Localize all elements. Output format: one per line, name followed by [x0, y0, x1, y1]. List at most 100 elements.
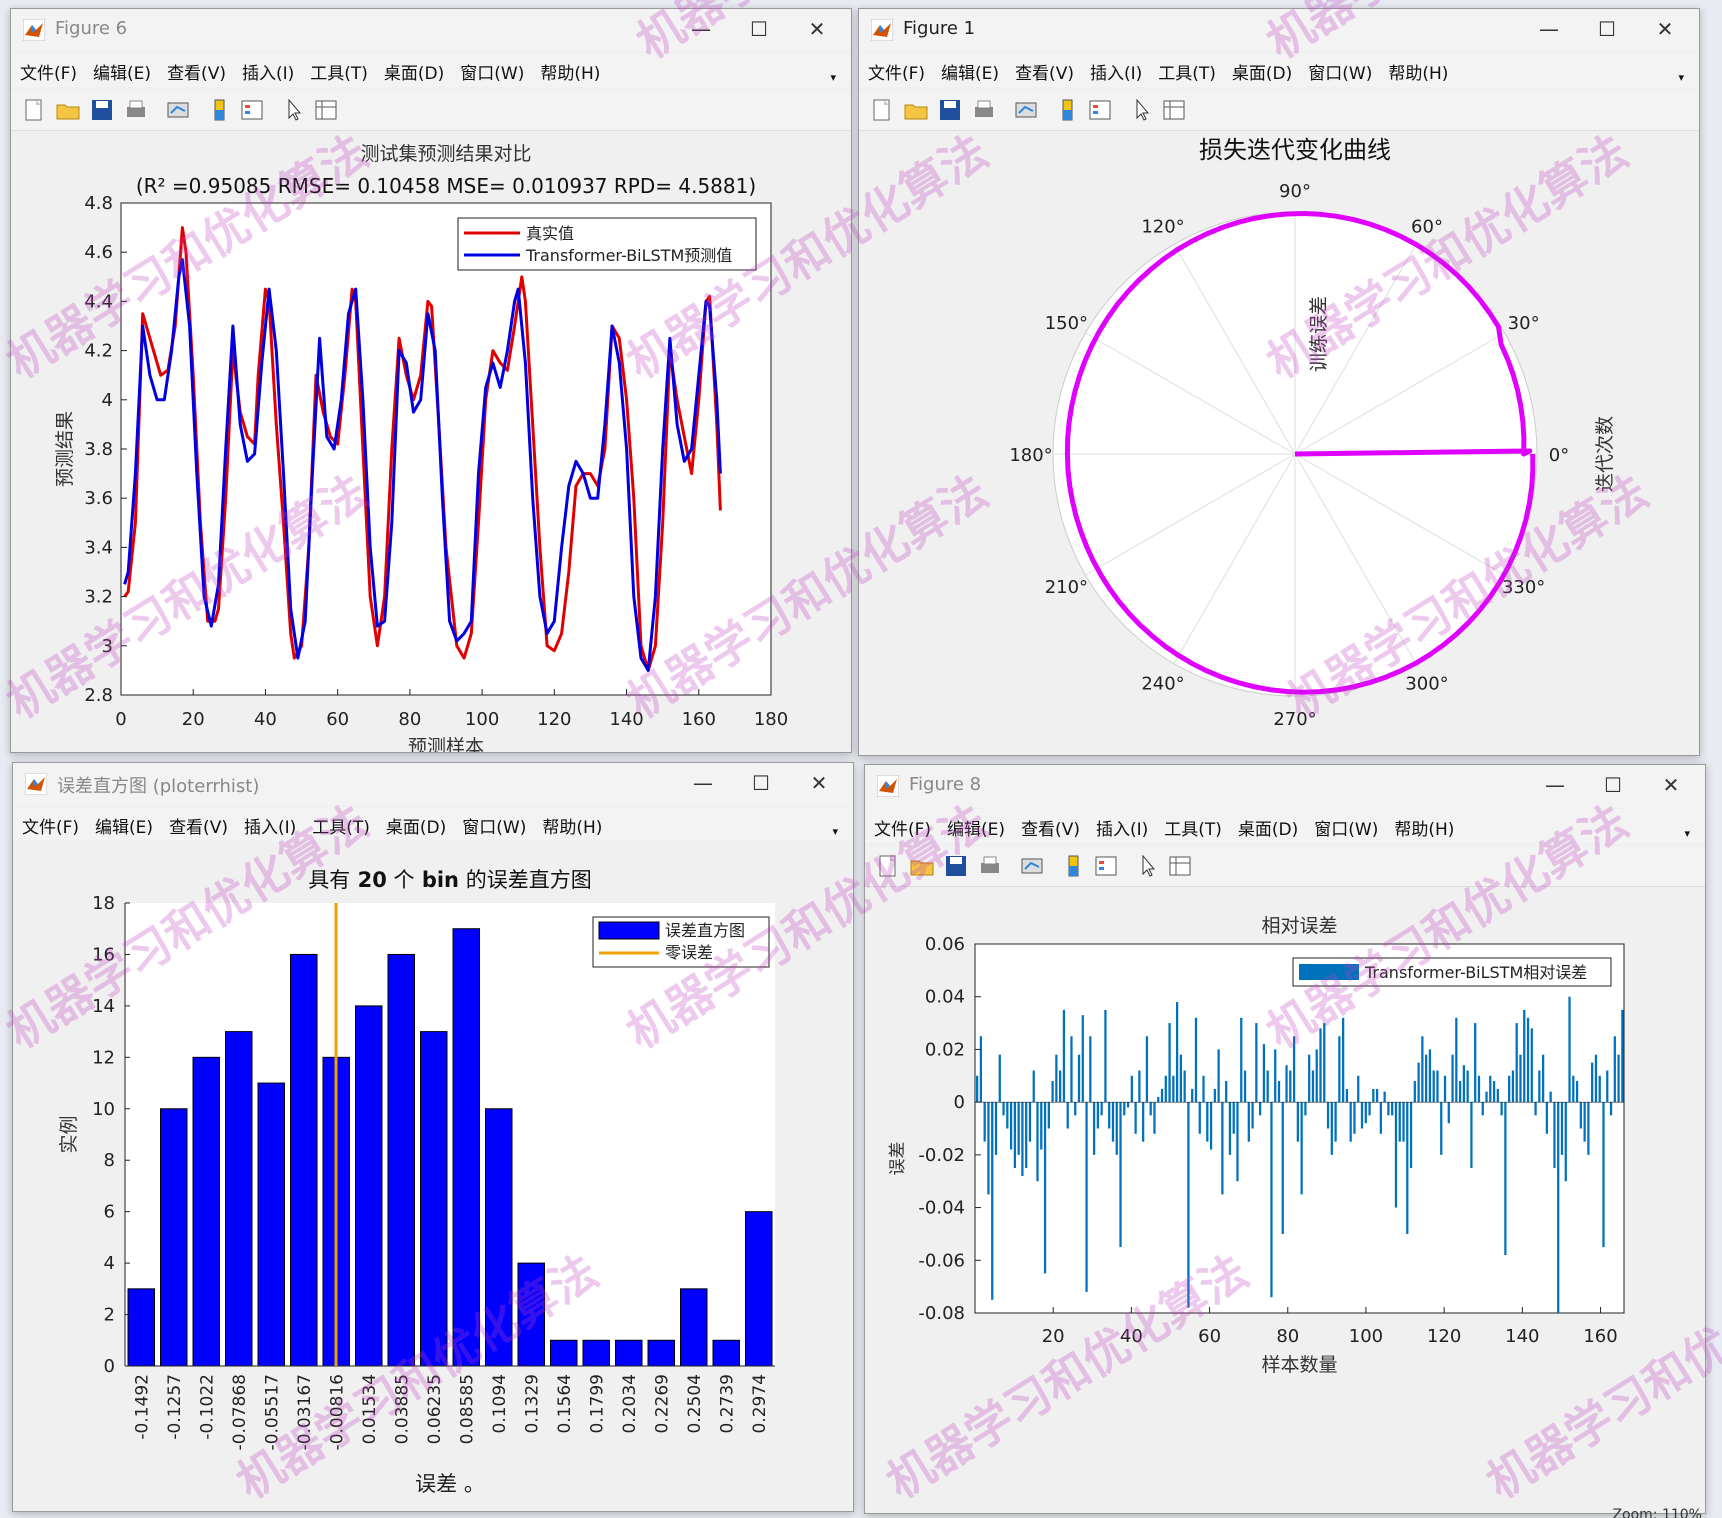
error-bar	[1496, 1088, 1499, 1103]
minimize-button[interactable]: —	[693, 771, 713, 795]
theta-tick-label: 0°	[1549, 445, 1569, 466]
menu-item[interactable]: 文件(F)	[22, 818, 80, 838]
menu-item[interactable]: 工具(T)	[312, 818, 370, 838]
menu-item[interactable]: 查看(V)	[167, 64, 226, 84]
menu-item[interactable]: 文件(F)	[874, 820, 932, 840]
menu-item[interactable]: 插入(I)	[1095, 820, 1149, 840]
error-bar	[1443, 1075, 1447, 1103]
print-icon[interactable]	[971, 97, 997, 123]
menu-item[interactable]: 文件(F)	[868, 64, 926, 84]
menu-item[interactable]: 窗口(W)	[462, 818, 527, 838]
maximize-button[interactable]: ☐	[1598, 17, 1616, 41]
menu-item[interactable]: 工具(T)	[1164, 820, 1222, 840]
histogram-bar	[517, 1262, 545, 1367]
menu-item[interactable]: 帮助(H)	[540, 64, 601, 84]
menu-item[interactable]: 桌面(D)	[1231, 64, 1293, 84]
menu-item[interactable]: 工具(T)	[310, 64, 368, 84]
open-folder-icon[interactable]	[909, 853, 935, 879]
colorbar-icon[interactable]	[1055, 97, 1081, 123]
pointer-icon[interactable]	[1129, 97, 1155, 123]
menu-item[interactable]: 工具(T)	[1158, 64, 1216, 84]
menu-item[interactable]: 插入(I)	[1089, 64, 1143, 84]
print-icon[interactable]	[977, 853, 1003, 879]
link-plot-icon[interactable]	[1013, 97, 1039, 123]
title-bar[interactable]: Figure 8 — ☐ ✕	[865, 765, 1705, 807]
error-histogram-window[interactable]: 误差直方图 (ploterrhist) — ☐ ✕ 文件(F) 编辑(E) 查看(V…	[12, 762, 854, 1512]
menu-item[interactable]: 编辑(E)	[941, 64, 1000, 84]
menu-item[interactable]: 查看(V)	[169, 818, 228, 838]
error-bar	[1534, 1102, 1537, 1116]
figure-8-window[interactable]: Figure 8 — ☐ ✕ 文件(F) 编辑(E) 查看(V) 插入(I) 工具(T)…	[864, 764, 1706, 1514]
menu-overflow-icon[interactable]: ▾	[830, 71, 836, 84]
error-bar	[1375, 1088, 1379, 1103]
menu-item[interactable]: 编辑(E)	[947, 820, 1006, 840]
colorbar-icon[interactable]	[207, 97, 233, 123]
close-button[interactable]: ✕	[1656, 17, 1674, 41]
link-plot-icon[interactable]	[1019, 853, 1045, 879]
maximize-button[interactable]: ☐	[1604, 773, 1622, 797]
property-inspector-icon[interactable]	[1161, 97, 1187, 123]
menu-item[interactable]: 桌面(D)	[1237, 820, 1299, 840]
maximize-button[interactable]: ☐	[752, 771, 770, 795]
pointer-icon[interactable]	[281, 97, 307, 123]
maximize-button[interactable]: ☐	[750, 17, 768, 41]
error-bar	[1096, 1102, 1100, 1129]
close-button[interactable]: ✕	[808, 17, 826, 41]
menu-item[interactable]: 编辑(E)	[95, 818, 154, 838]
figure-1-window[interactable]: Figure 1 — ☐ ✕ 文件(F) 编辑(E) 查看(V) 插入(I) 工具(T)…	[858, 8, 1700, 756]
menu-item[interactable]: 帮助(H)	[1388, 64, 1449, 84]
new-figure-icon[interactable]	[869, 97, 895, 123]
minimize-button[interactable]: —	[1539, 17, 1559, 41]
minimize-button[interactable]: —	[1545, 773, 1565, 797]
menu-item[interactable]: 插入(I)	[243, 818, 297, 838]
menu-item[interactable]: 窗口(W)	[1314, 820, 1379, 840]
polar-chart: 损失迭代变化曲线 0° 30° 60° 90° 120° 150° 180° 210° 240° 2…	[1009, 136, 1616, 730]
menu-item[interactable]: 帮助(H)	[542, 818, 603, 838]
matlab-icon	[871, 19, 893, 41]
menu-item[interactable]: 窗口(W)	[1308, 64, 1373, 84]
menu-item[interactable]: 查看(V)	[1021, 820, 1080, 840]
menu-overflow-icon[interactable]: ▾	[1684, 827, 1690, 840]
pointer-icon[interactable]	[1135, 853, 1161, 879]
figure-6-window[interactable]: Figure 6 — ☐ ✕ 文件(F) 编辑(E) 查看(V) 插入(I) 工具(T)…	[10, 8, 852, 753]
save-icon[interactable]	[943, 853, 969, 879]
menu-overflow-icon[interactable]: ▾	[1678, 71, 1684, 84]
menu-item[interactable]: 桌面(D)	[383, 64, 445, 84]
close-button[interactable]: ✕	[1662, 773, 1680, 797]
link-plot-icon[interactable]	[165, 97, 191, 123]
menu-item[interactable]: 编辑(E)	[93, 64, 152, 84]
legend-icon[interactable]	[239, 97, 265, 123]
error-bar	[1062, 1009, 1066, 1103]
menu-item[interactable]: 桌面(D)	[385, 818, 447, 838]
legend-icon[interactable]	[1093, 853, 1119, 879]
open-folder-icon[interactable]	[55, 97, 81, 123]
error-bar	[1089, 1036, 1092, 1103]
new-figure-icon[interactable]	[875, 853, 901, 879]
error-bar	[1519, 1054, 1522, 1103]
open-folder-icon[interactable]	[903, 97, 929, 123]
y-tick-label: 3.4	[84, 537, 113, 558]
menu-item[interactable]: 窗口(W)	[460, 64, 525, 84]
menu-item[interactable]: 查看(V)	[1015, 64, 1074, 84]
minimize-button[interactable]: —	[691, 17, 711, 41]
save-icon[interactable]	[937, 97, 963, 123]
error-bar	[1458, 1081, 1462, 1103]
menu-item[interactable]: 帮助(H)	[1394, 820, 1455, 840]
menu-item[interactable]: 插入(I)	[241, 64, 295, 84]
colorbar-icon[interactable]	[1061, 853, 1087, 879]
menu-item[interactable]: 文件(F)	[20, 64, 78, 84]
histogram-bar	[290, 953, 318, 1367]
title-bar[interactable]: 误差直方图 (ploterrhist) — ☐ ✕	[13, 763, 853, 805]
plot-area: 损失迭代变化曲线 0° 30° 60° 90° 120° 150° 180° 210° 240° 2…	[859, 133, 1699, 755]
property-inspector-icon[interactable]	[1167, 853, 1193, 879]
save-icon[interactable]	[89, 97, 115, 123]
new-figure-icon[interactable]	[21, 97, 47, 123]
x-tick-label: 160	[682, 709, 716, 730]
title-bar[interactable]: Figure 1 — ☐ ✕	[859, 9, 1699, 51]
print-icon[interactable]	[123, 97, 149, 123]
title-bar[interactable]: Figure 6 — ☐ ✕	[11, 9, 851, 51]
close-button[interactable]: ✕	[810, 771, 828, 795]
property-inspector-icon[interactable]	[313, 97, 339, 123]
menu-overflow-icon[interactable]: ▾	[832, 825, 838, 838]
legend-icon[interactable]	[1087, 97, 1113, 123]
